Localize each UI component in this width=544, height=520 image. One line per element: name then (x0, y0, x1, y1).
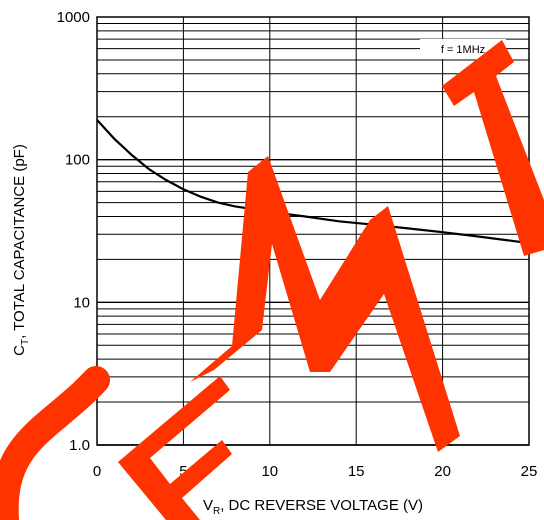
x-tick-labels: 0 5 10 15 20 25 (93, 463, 538, 480)
watermark-letter-s (0, 366, 110, 520)
y-tick-labels: 1.0 10 100 1000 (57, 9, 90, 454)
watermark-letter-e (118, 376, 232, 520)
watermark-letter-t (442, 40, 544, 256)
y-tick-label: 10 (73, 294, 90, 311)
y-tick-label: 100 (65, 152, 90, 169)
annotation-text: f = 1MHz (441, 44, 485, 56)
y-tick-label: 1000 (57, 9, 90, 26)
x-tick-label: 20 (434, 463, 451, 480)
y-axis-label: CT, TOTAL CAPACITANCE (pF) (11, 144, 31, 356)
x-tick-label: 5 (179, 463, 187, 480)
x-tick-label: 10 (261, 463, 278, 480)
watermark-letter-m (190, 156, 460, 452)
watermark (0, 40, 544, 520)
x-axis-label: VR, DC REVERSE VOLTAGE (V) (203, 497, 423, 517)
x-tick-label: 25 (521, 463, 538, 480)
x-tick-label: 15 (348, 463, 365, 480)
x-tick-label: 0 (93, 463, 101, 480)
y-tick-label: 1.0 (69, 437, 90, 454)
